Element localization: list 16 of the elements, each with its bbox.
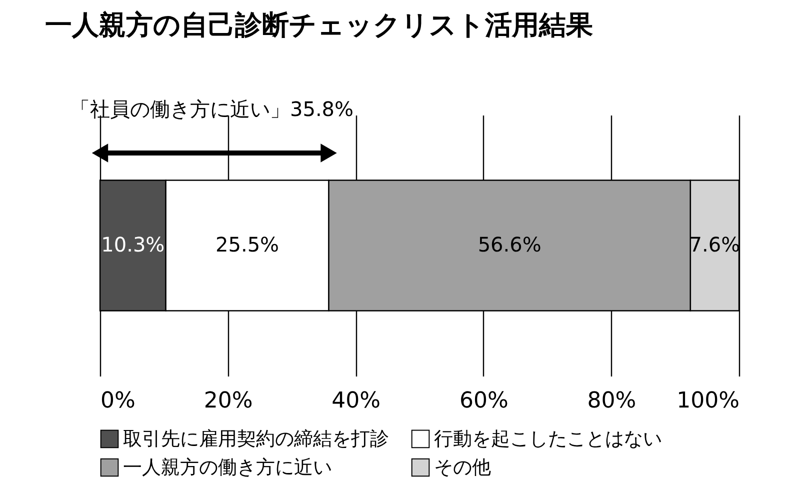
legend-label: 行動を起こしたことはない xyxy=(434,428,662,450)
x-tick-label: 100% xyxy=(676,388,740,414)
x-tick-label: 80% xyxy=(587,388,636,414)
legend-label: 取引先に雇用契約の締結を打診 xyxy=(123,428,389,450)
x-tick-label: 60% xyxy=(459,388,508,414)
x-tick-label: 0% xyxy=(100,388,136,414)
data-label: 25.5% xyxy=(216,232,280,256)
x-tick-label: 20% xyxy=(204,388,253,414)
legend-label: その他 xyxy=(434,456,491,478)
annotation: 「社員の働き方に近い」35.8% xyxy=(70,97,354,121)
data-label: 7.6% xyxy=(689,232,740,256)
legend-label: 一人親方の働き方に近い xyxy=(123,456,332,478)
chart-title: 一人親方の自己診断チェックリスト活用結果 xyxy=(45,10,593,41)
data-label: 10.3% xyxy=(101,232,165,256)
x-tick-label: 40% xyxy=(332,388,381,414)
data-label: 56.6% xyxy=(478,232,542,256)
